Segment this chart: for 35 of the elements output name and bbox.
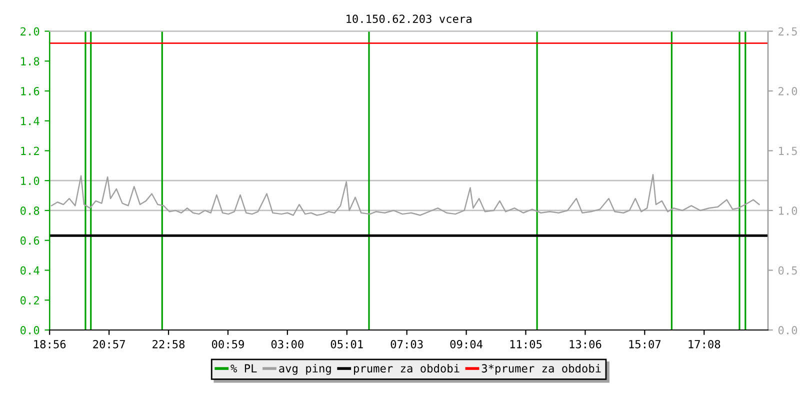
- y-tick-label: 0.6: [20, 236, 40, 245]
- x-tick-label: 09:04: [450, 340, 482, 348]
- x-tick-label: 20:57: [93, 340, 125, 348]
- y2-tick-label: 0.0: [778, 326, 798, 334]
- legend-label: 3*prumer za obdobi: [482, 364, 601, 375]
- y-tick-label: 1.4: [21, 116, 40, 126]
- y-tick-label: 1.0: [21, 176, 40, 186]
- y-tick-label: 0.4: [20, 266, 40, 275]
- x-tick-label: 15:07: [629, 340, 661, 348]
- y-tick-label: 1.6: [21, 86, 40, 96]
- x-tick-label: 17:08: [688, 340, 720, 348]
- y-tick-label: 0.2: [20, 296, 39, 305]
- x-tick-label: 03:00: [271, 340, 304, 348]
- y2-tick-label: 2.5: [778, 27, 797, 36]
- x-tick-label: 05:01: [330, 340, 363, 348]
- legend-label: avg ping: [279, 364, 331, 375]
- y2-tick-label: 1.5: [779, 146, 797, 156]
- y-tick-label: 0.8: [20, 206, 40, 215]
- legend-label: % PL: [230, 364, 257, 372]
- y2-tick-label: 0.5: [778, 266, 797, 275]
- y-tick-label: 1.2: [21, 146, 39, 155]
- x-tick-label: 18:56: [34, 340, 66, 348]
- y-tick-label: 2.0: [20, 27, 40, 36]
- y2-tick-label: 1.0: [779, 206, 798, 215]
- x-tick-label: 07:03: [390, 340, 423, 348]
- x-tick-label: 22:58: [152, 340, 185, 348]
- line-series: [50, 174, 760, 216]
- y2-tick-label: 2.0: [778, 86, 798, 96]
- y-tick-label: 1.8: [21, 57, 40, 66]
- chart-title: 10.150.62.203 vcera: [346, 14, 472, 24]
- y-tick-label: 0.0: [20, 326, 40, 334]
- legend-label: prumer za obdobi: [354, 364, 460, 375]
- x-tick-label: 11:05: [510, 340, 542, 348]
- x-tick-label: 13:06: [570, 340, 602, 348]
- x-tick-label: 00:59: [212, 340, 244, 348]
